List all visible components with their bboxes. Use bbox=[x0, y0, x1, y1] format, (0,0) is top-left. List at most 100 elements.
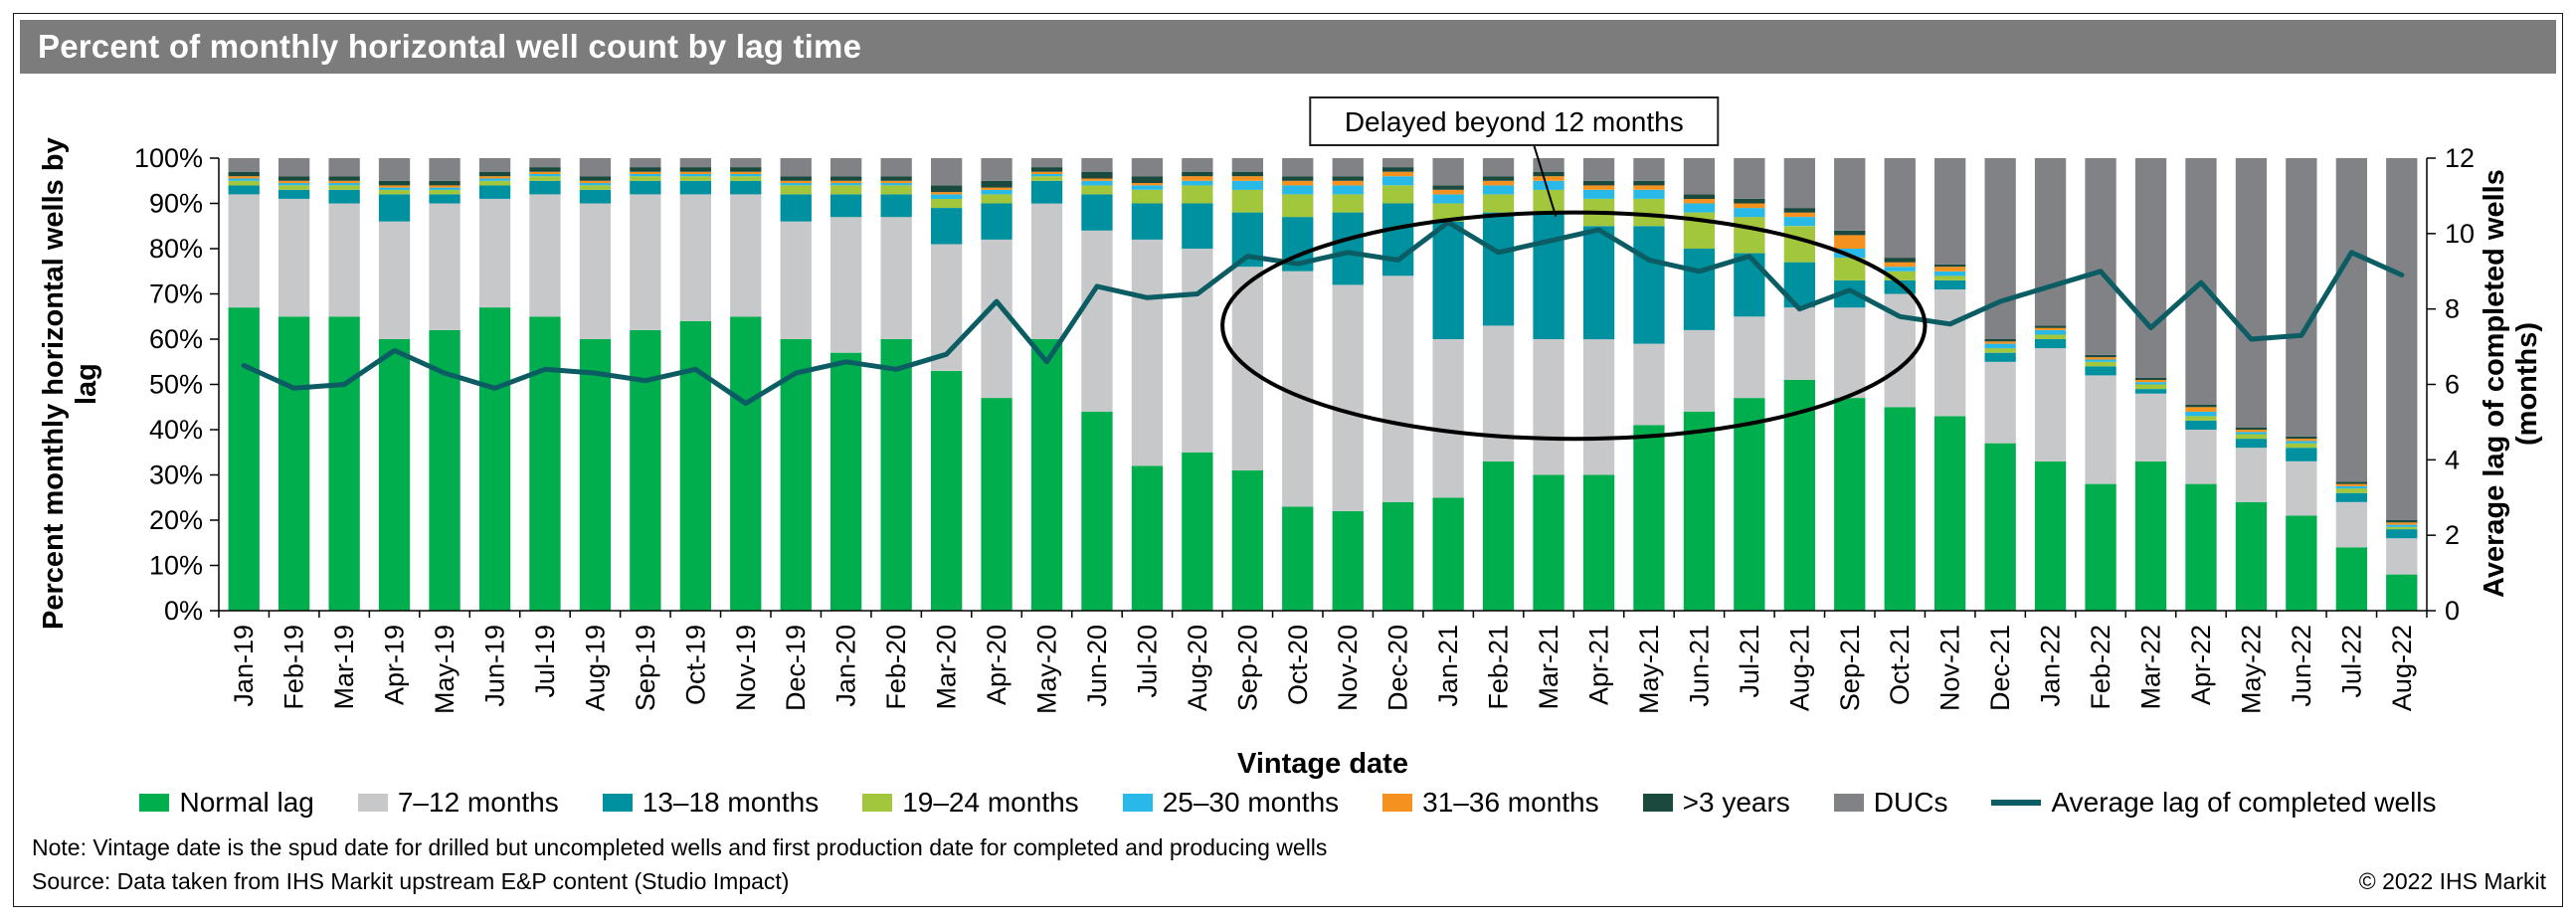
x-tick-label: Mar-19 bbox=[329, 625, 359, 710]
x-tick-label: Jan-21 bbox=[1433, 625, 1463, 707]
bar-segment bbox=[1482, 325, 1515, 461]
x-tick-label: May-19 bbox=[430, 625, 460, 714]
x-tick-label: Mar-20 bbox=[932, 625, 962, 710]
bar-segment bbox=[981, 187, 1012, 190]
bar-segment bbox=[1783, 217, 1815, 227]
bar-segment bbox=[1182, 171, 1213, 177]
bar-segment bbox=[1734, 203, 1765, 209]
y-left-tick-label: 70% bbox=[149, 279, 203, 309]
bar-segment bbox=[1182, 249, 1213, 453]
bar-segment bbox=[1182, 452, 1213, 612]
bar-segment bbox=[730, 180, 762, 195]
legend-swatch bbox=[1382, 794, 1413, 812]
bar-segment bbox=[478, 185, 511, 199]
bar-segment bbox=[1482, 460, 1515, 611]
bar-segment bbox=[1382, 171, 1414, 177]
x-tick-label: Jan-20 bbox=[831, 625, 861, 707]
bar-segment bbox=[1432, 158, 1464, 186]
legend-label: 25–30 months bbox=[1162, 787, 1340, 818]
legend-swatch bbox=[1642, 794, 1673, 812]
bar-segment bbox=[529, 176, 561, 181]
bar-segment bbox=[579, 180, 612, 184]
bar-segment bbox=[780, 221, 812, 339]
legend-label: 31–36 months bbox=[1422, 787, 1599, 818]
bar-segment bbox=[228, 194, 260, 308]
bar-segment bbox=[328, 185, 360, 190]
bar-segment bbox=[2286, 515, 2317, 611]
x-tick-label: Jan-22 bbox=[2036, 625, 2066, 707]
bar-segment bbox=[278, 185, 310, 190]
y-right-tick-label: 10 bbox=[2445, 219, 2475, 249]
bar-segment bbox=[378, 187, 411, 190]
bar-segment bbox=[1432, 339, 1464, 498]
bar-segment bbox=[478, 307, 511, 611]
bar-segment bbox=[780, 185, 812, 195]
bar-segment bbox=[1984, 343, 2016, 349]
bar-segment bbox=[278, 180, 310, 184]
bar-segment bbox=[679, 158, 711, 168]
bar-segment bbox=[1734, 217, 1765, 254]
bar-segment bbox=[1332, 176, 1364, 181]
y-left-tick-label: 90% bbox=[149, 189, 203, 219]
x-axis-title: Vintage date bbox=[1237, 748, 1408, 780]
bar-segment bbox=[630, 329, 661, 611]
bar-segment bbox=[2286, 443, 2317, 449]
bar-segment bbox=[1081, 411, 1113, 611]
bar-segment bbox=[1884, 158, 1916, 259]
bar-segment bbox=[1482, 176, 1515, 181]
bar-segment bbox=[2034, 327, 2067, 330]
bar-segment bbox=[2286, 439, 2317, 442]
legend-item: 19–24 months bbox=[862, 787, 1079, 819]
bar-segment bbox=[931, 370, 963, 611]
bar-segment bbox=[1834, 249, 1866, 259]
bar-segment bbox=[2185, 416, 2217, 421]
bar-segment bbox=[228, 180, 260, 186]
bar-segment bbox=[630, 180, 661, 195]
x-tick-label: Jul-19 bbox=[530, 625, 560, 698]
bar-segment bbox=[1884, 262, 1916, 268]
bar-segment bbox=[529, 158, 561, 168]
bar-segment bbox=[1783, 307, 1815, 380]
bar-segment bbox=[1332, 185, 1364, 195]
x-tick-label: Jun-19 bbox=[480, 625, 510, 707]
bar-segment bbox=[630, 167, 661, 172]
bar-segment bbox=[1081, 178, 1113, 181]
legend-label: DUCs bbox=[1873, 787, 1948, 818]
x-tick-label: Dec-20 bbox=[1383, 625, 1413, 711]
bar-segment bbox=[1231, 171, 1263, 177]
bar-segment bbox=[1081, 194, 1113, 231]
bar-segment bbox=[1934, 267, 1966, 272]
bar-segment bbox=[1934, 279, 1966, 289]
bar-segment bbox=[1884, 271, 1916, 280]
bar-segment bbox=[1984, 341, 2016, 344]
bar-segment bbox=[1482, 212, 1515, 326]
bar-segment bbox=[1734, 158, 1765, 199]
bar-segment bbox=[1582, 339, 1615, 475]
y-right-tick-label: 8 bbox=[2445, 294, 2460, 324]
legend-line-swatch bbox=[1991, 800, 2042, 806]
bar-segment bbox=[1030, 171, 1063, 174]
bar-segment bbox=[830, 176, 862, 181]
bar-segment bbox=[1432, 203, 1464, 222]
bar-segment bbox=[1081, 185, 1113, 195]
bar-segment bbox=[429, 189, 460, 195]
bar-segment bbox=[2286, 158, 2317, 437]
bar-segment bbox=[730, 176, 762, 181]
bar-segment bbox=[1432, 221, 1464, 339]
bar-segment bbox=[880, 339, 912, 611]
bar-segment bbox=[1633, 425, 1665, 611]
bar-segment bbox=[328, 176, 360, 181]
bar-segment bbox=[1332, 158, 1364, 177]
bar-segment bbox=[2085, 158, 2116, 355]
bar-segment bbox=[1683, 198, 1716, 204]
bar-segment bbox=[1231, 189, 1263, 213]
bar-segment bbox=[478, 171, 511, 177]
bar-segment bbox=[679, 167, 711, 172]
bar-segment bbox=[981, 180, 1012, 188]
bar-segment bbox=[1633, 158, 1665, 181]
bar-segment bbox=[1834, 158, 1866, 231]
avg-lag-line bbox=[241, 220, 2405, 406]
bar-segment bbox=[780, 183, 812, 186]
bar-segment bbox=[931, 244, 963, 371]
x-tick-label: Sep-19 bbox=[631, 625, 660, 711]
